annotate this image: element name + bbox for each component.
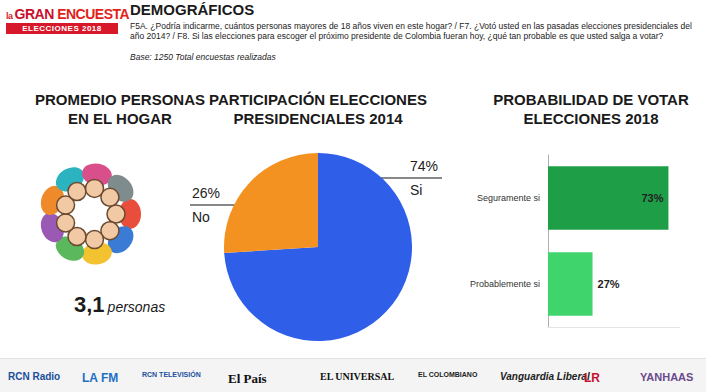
html-text:PARTICIPACIÓN ELECCIONES PRESI: PARTICIPACIÓN ELECCIONES PRESIDENCIALES … [209, 91, 427, 127]
svg-text:Probablemente si: Probablemente si [470, 279, 540, 289]
html-text:YANHAAS: YANHAAS [640, 371, 694, 383]
html-text:EL UNIVERSAL: EL UNIVERSAL [320, 371, 395, 382]
html-text:3,1personas: 3,1personas [74, 292, 166, 317]
svg-text:26%: 26% [192, 185, 220, 201]
html-text:LR: LR [584, 371, 600, 385]
svg-text:73%: 73% [641, 192, 663, 204]
html-text:EL COLOMBIANO: EL COLOMBIANO [418, 371, 478, 378]
svg-text:Si: Si [410, 182, 422, 198]
html-text:PROBABILIDAD DE VOTAR ELECCION: PROBABILIDAD DE VOTAR ELECCIONES 2018 [493, 91, 689, 127]
svg-text:Seguramente si: Seguramente si [477, 193, 540, 203]
html-text:Base: 1250 Total encuestas rea: Base: 1250 Total encuestas realizadas [130, 52, 276, 62]
html-text:LA FM: LA FM [82, 371, 119, 385]
html-text:ELECCIONES 2018: ELECCIONES 2018 [22, 24, 102, 33]
html-text:Vanguardia Liberal: Vanguardia Liberal [500, 371, 590, 382]
html-text:DEMOGRÁFICOS: DEMOGRÁFICOS [130, 1, 255, 18]
html-text:El País: El País [228, 371, 267, 386]
html-text:RCN Radio: RCN Radio [8, 371, 61, 382]
html-text:PROMEDIO PERSONAS EN EL HOGAR: PROMEDIO PERSONAS EN EL HOGAR [35, 91, 205, 127]
html-text:F5A. ¿Podría indicarme, cuánto: F5A. ¿Podría indicarme, cuántos personas… [130, 21, 692, 41]
html-text:RCN TELEVISIÓN: RCN TELEVISIÓN [142, 371, 201, 378]
html-text:laGRAN ENCUESTA: laGRAN ENCUESTA [6, 6, 130, 22]
svg-text:74%: 74% [410, 158, 438, 174]
svg-text:No: No [192, 209, 210, 225]
svg-text:27%: 27% [598, 278, 620, 290]
